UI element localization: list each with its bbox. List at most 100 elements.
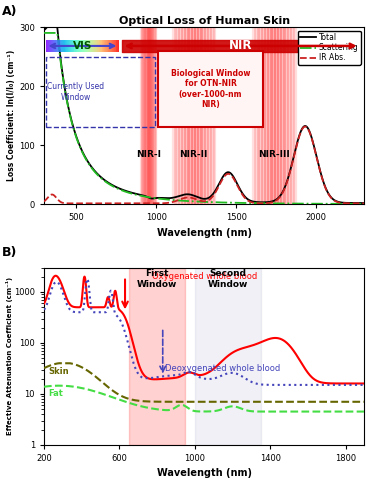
Y-axis label: Effective Attenuation Coefficient (cm⁻¹): Effective Attenuation Coefficient (cm⁻¹) bbox=[6, 277, 13, 435]
Bar bbox=[205, 27, 207, 204]
Bar bbox=[271, 27, 272, 204]
Bar bbox=[146, 27, 147, 204]
Bar bbox=[186, 27, 188, 204]
Bar bbox=[291, 27, 293, 204]
Bar bbox=[277, 27, 278, 204]
Total bbox=[362, 200, 367, 206]
X-axis label: Wavelength (nm): Wavelength (nm) bbox=[157, 469, 252, 479]
Text: Oxygenated whole blood: Oxygenated whole blood bbox=[152, 272, 257, 281]
IR Abs. bbox=[42, 198, 46, 204]
Text: Second
Window: Second Window bbox=[208, 269, 248, 288]
Bar bbox=[202, 27, 204, 204]
IR Abs. bbox=[294, 143, 299, 149]
Bar bbox=[288, 27, 290, 204]
Bar bbox=[152, 27, 153, 204]
Bar bbox=[259, 27, 261, 204]
Bar bbox=[199, 27, 201, 204]
Bar bbox=[285, 27, 287, 204]
Bar bbox=[179, 27, 181, 204]
Bar bbox=[147, 27, 148, 204]
Text: First
Window: First Window bbox=[137, 269, 177, 288]
Bar bbox=[270, 27, 271, 204]
Bar bbox=[174, 27, 175, 204]
IR Abs. bbox=[198, 197, 202, 203]
Text: NIR-I: NIR-I bbox=[136, 150, 161, 159]
Bar bbox=[281, 27, 283, 204]
Bar bbox=[280, 27, 281, 204]
Bar bbox=[176, 27, 178, 204]
Bar bbox=[261, 27, 262, 204]
Bar bbox=[195, 27, 197, 204]
Total bbox=[50, 20, 54, 26]
Bar bbox=[257, 27, 258, 204]
Bar bbox=[189, 27, 191, 204]
Bar bbox=[182, 27, 184, 204]
Total bbox=[58, 55, 63, 61]
Text: NIR-II: NIR-II bbox=[179, 150, 208, 159]
Bar bbox=[275, 27, 277, 204]
Bar bbox=[265, 27, 267, 204]
Bar bbox=[143, 27, 144, 204]
Bar bbox=[150, 27, 151, 204]
Text: Deoxygenated whole blood: Deoxygenated whole blood bbox=[165, 363, 281, 373]
Scattering bbox=[58, 56, 63, 62]
Bar bbox=[145, 27, 146, 204]
Legend: Total, Scattering, IR Abs.: Total, Scattering, IR Abs. bbox=[298, 31, 361, 65]
Bar bbox=[140, 27, 141, 204]
Bar bbox=[172, 27, 174, 204]
Total bbox=[198, 195, 202, 201]
Bar bbox=[175, 27, 176, 204]
IR Abs. bbox=[353, 200, 358, 206]
Text: A): A) bbox=[2, 5, 18, 18]
Bar bbox=[153, 27, 154, 204]
Bar bbox=[191, 27, 192, 204]
Text: NIR-III: NIR-III bbox=[258, 150, 290, 159]
Scattering bbox=[198, 199, 202, 205]
Bar bbox=[284, 27, 285, 204]
Bar bbox=[149, 27, 150, 204]
Scattering bbox=[353, 201, 357, 207]
Bar bbox=[267, 27, 268, 204]
Bar bbox=[198, 27, 199, 204]
Bar bbox=[264, 27, 265, 204]
Bar bbox=[255, 27, 257, 204]
Bar bbox=[254, 27, 255, 204]
Bar bbox=[294, 27, 296, 204]
Bar bbox=[201, 27, 202, 204]
Total bbox=[189, 192, 194, 198]
Line: IR Abs.: IR Abs. bbox=[44, 127, 364, 203]
Bar bbox=[268, 27, 270, 204]
Bar bbox=[208, 27, 210, 204]
Total bbox=[42, 27, 46, 33]
IR Abs. bbox=[90, 200, 95, 206]
Bar bbox=[278, 27, 280, 204]
IR Abs. bbox=[303, 124, 307, 130]
Total bbox=[353, 200, 357, 206]
IR Abs. bbox=[58, 199, 63, 205]
IR Abs. bbox=[362, 200, 367, 206]
Bar bbox=[214, 27, 215, 204]
Bar bbox=[151, 27, 152, 204]
Bar bbox=[287, 27, 288, 204]
Text: Currently Used
Window: Currently Used Window bbox=[47, 82, 105, 102]
Title: Optical Loss of Human Skin: Optical Loss of Human Skin bbox=[119, 16, 290, 26]
Bar bbox=[141, 27, 142, 204]
Bar bbox=[211, 27, 212, 204]
Bar bbox=[207, 27, 208, 204]
X-axis label: Wavelength (nm): Wavelength (nm) bbox=[157, 228, 252, 238]
Text: Fat: Fat bbox=[49, 389, 64, 398]
Scattering bbox=[362, 201, 367, 207]
Text: Skin: Skin bbox=[49, 366, 69, 376]
Total bbox=[294, 143, 299, 149]
Bar bbox=[262, 27, 264, 204]
Line: Total: Total bbox=[44, 23, 364, 203]
Bar bbox=[155, 27, 156, 204]
Bar bbox=[252, 27, 254, 204]
Bar bbox=[212, 27, 214, 204]
IR Abs. bbox=[353, 200, 357, 206]
Bar bbox=[274, 27, 275, 204]
Text: B): B) bbox=[2, 246, 18, 259]
Bar bbox=[188, 27, 189, 204]
Text: VIS: VIS bbox=[73, 41, 92, 51]
Bar bbox=[144, 27, 145, 204]
